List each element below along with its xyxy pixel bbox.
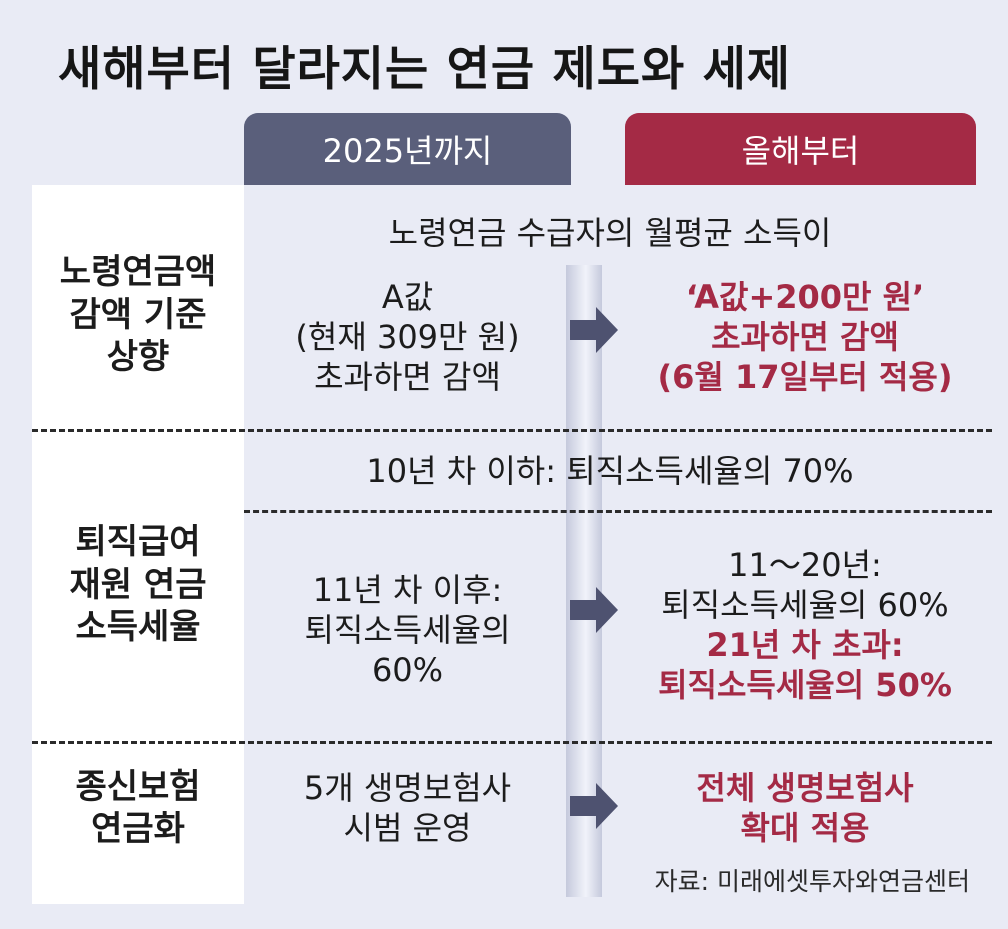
row1-common-text: 노령연금 수급자의 월평균 소득이 [388,214,832,252]
row2-before: 11년 차 이후: 퇴직소득세율의 60% [304,571,511,689]
row-divider [32,429,992,432]
arrow-right-icon [568,585,620,635]
tab-from-this-year: 올해부터 [625,113,976,185]
row2-inner-divider [244,510,992,513]
tab-before-2025: 2025년까지 [244,113,571,185]
row1-label: 노령연금액 감액 기준 상향 [59,252,217,378]
row3-label: 종신보험 연금화 [75,766,201,850]
row1-before: A값 (현재 309만 원) 초과하면 감액 [295,278,520,396]
arrow-right-icon [568,781,620,831]
row3-after: 전체 생명보험사 확대 적용 [696,769,914,847]
row3-before: 5개 생명보험사 시범 운영 [303,769,512,847]
row2-after: 11～20년: 퇴직소득세율의 60% 21년 차 초과: 퇴직소득세율의 50… [658,546,952,704]
arrow-right-icon [568,305,620,355]
page-title: 새해부터 달라지는 연금 제도와 세제 [58,42,792,97]
row2-common-text: 10년 차 이하: 퇴직소득세율의 70% [366,452,854,490]
source-note: 자료: 미래에셋투자와연금센터 [654,867,970,896]
row2-label: 퇴직급여 재원 연금 소득세율 [69,522,207,648]
row-divider [32,741,992,744]
row1-after: ‘A값+200만 원’ 초과하면 감액 (6월 17일부터 적용) [657,278,953,396]
category-column [32,185,244,904]
